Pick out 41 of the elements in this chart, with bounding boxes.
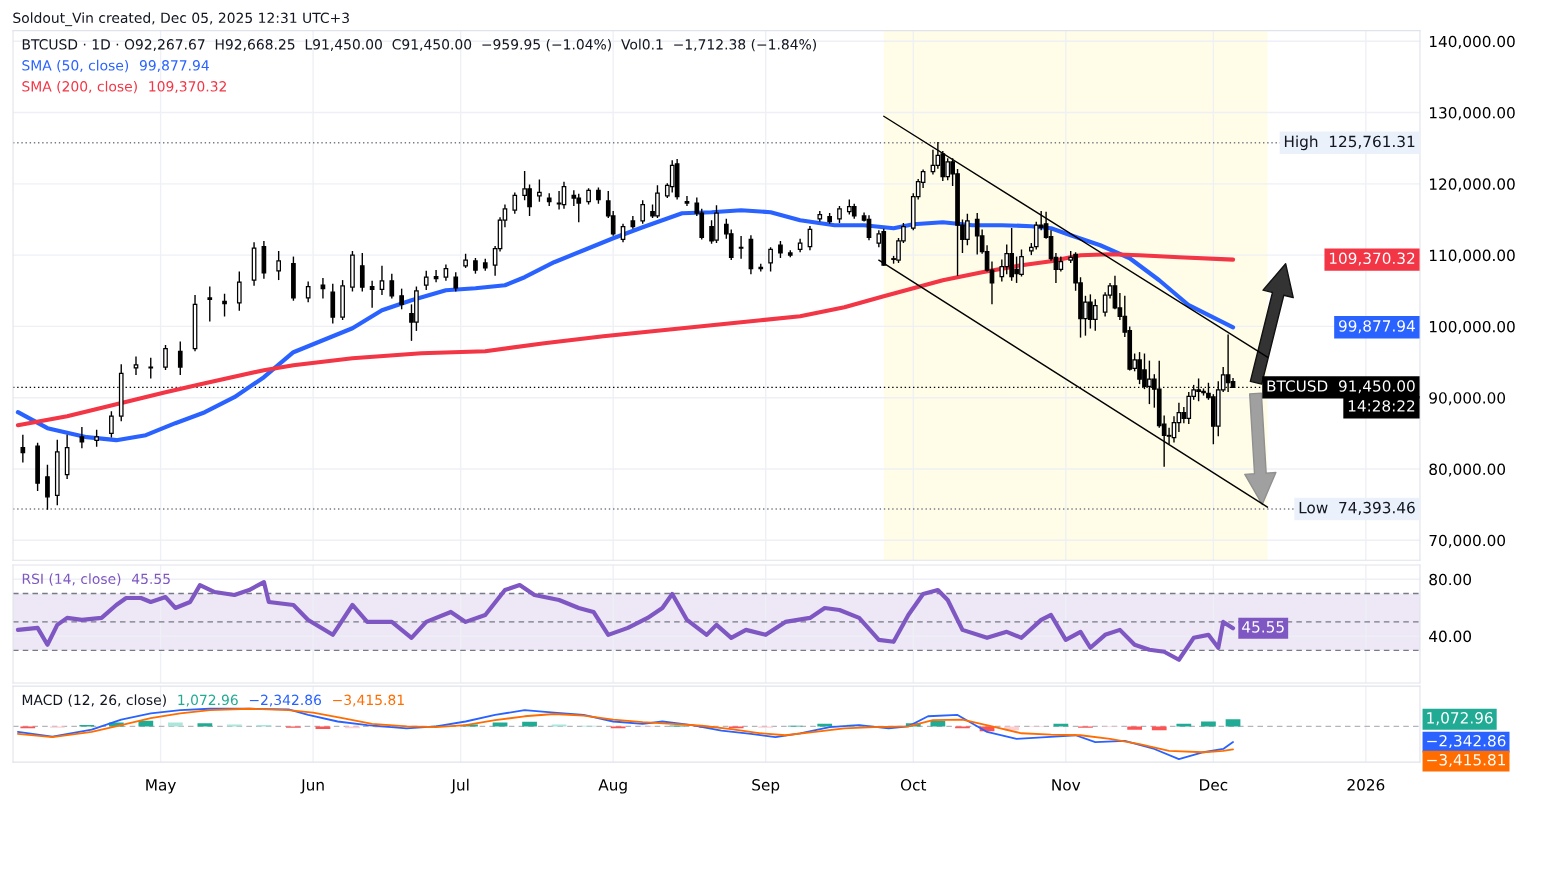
annotation: 45.55 bbox=[1242, 621, 1284, 633]
x-tick-label: Oct bbox=[900, 779, 927, 791]
y-tick-label: 130,000.00 bbox=[1429, 107, 1515, 121]
ref-line-label: BTCUSD 91,450.00 bbox=[1267, 380, 1415, 394]
annotation: 109,370.32 bbox=[1329, 252, 1415, 266]
y-tick-label: 70,000.00 bbox=[1429, 534, 1506, 548]
text: 109,370.32 bbox=[149, 81, 226, 94]
series-label: RSI (14, close) bbox=[22, 573, 121, 586]
x-tick-label: Nov bbox=[1052, 779, 1081, 791]
chart-subtitle: Soldout_Vin created, Dec 05, 2025 12:31 UTC+3 bbox=[13, 12, 349, 27]
y-tick-label: 90,000.00 bbox=[1429, 392, 1506, 406]
x-tick-label: 2026 bbox=[1347, 779, 1385, 791]
annotation: 14:28:22 bbox=[1348, 400, 1415, 412]
text: 1,072.96 bbox=[1427, 712, 1493, 726]
x-tick-label: Dec bbox=[1200, 779, 1228, 791]
text: SMA (50, close) bbox=[22, 59, 129, 73]
x-tick-label: Jun bbox=[300, 779, 324, 794]
text: −2,342.86 bbox=[1427, 734, 1506, 749]
ref-line-label: Low 74,393.46 bbox=[1299, 501, 1415, 515]
text: BTCUSD · 1D · O92,267.67 H92,668.25 L91,450.00 C91,450.00 −959.95 (−1.04%) Vol0.1 −1,712.38 (−1.84%) bbox=[22, 38, 816, 52]
annotation: 99,877.94 bbox=[1338, 320, 1415, 334]
chart-title: MACD (12, 26, close) bbox=[22, 694, 166, 707]
y-tick-label: 40.00 bbox=[1429, 630, 1472, 643]
x-tick-label: Aug bbox=[598, 779, 627, 794]
text: 99,877.94 bbox=[139, 60, 209, 73]
text: −3,415.81 bbox=[1427, 753, 1506, 768]
text: SMA (200, close) bbox=[22, 80, 137, 94]
y-tick-label: 100,000.00 bbox=[1429, 320, 1515, 334]
y-tick-label: 80,000.00 bbox=[1429, 463, 1506, 477]
x-tick-label: May bbox=[146, 779, 176, 794]
x-tick-label: Jul bbox=[450, 778, 469, 794]
y-tick-label: 80.00 bbox=[1429, 573, 1472, 586]
y-tick-label: 110,000.00 bbox=[1429, 249, 1515, 263]
ref-line-label: High 125,761.31 bbox=[1284, 135, 1415, 151]
text: −3,415.81 bbox=[333, 694, 404, 707]
x-tick-label: Sep bbox=[752, 779, 780, 794]
y-tick-label: 120,000.00 bbox=[1429, 178, 1515, 192]
text: 45.55 bbox=[131, 573, 170, 585]
y-tick-label: 140,000.00 bbox=[1429, 35, 1515, 49]
text: −2,342.86 bbox=[249, 694, 322, 707]
text: 1,072.96 bbox=[178, 694, 238, 707]
